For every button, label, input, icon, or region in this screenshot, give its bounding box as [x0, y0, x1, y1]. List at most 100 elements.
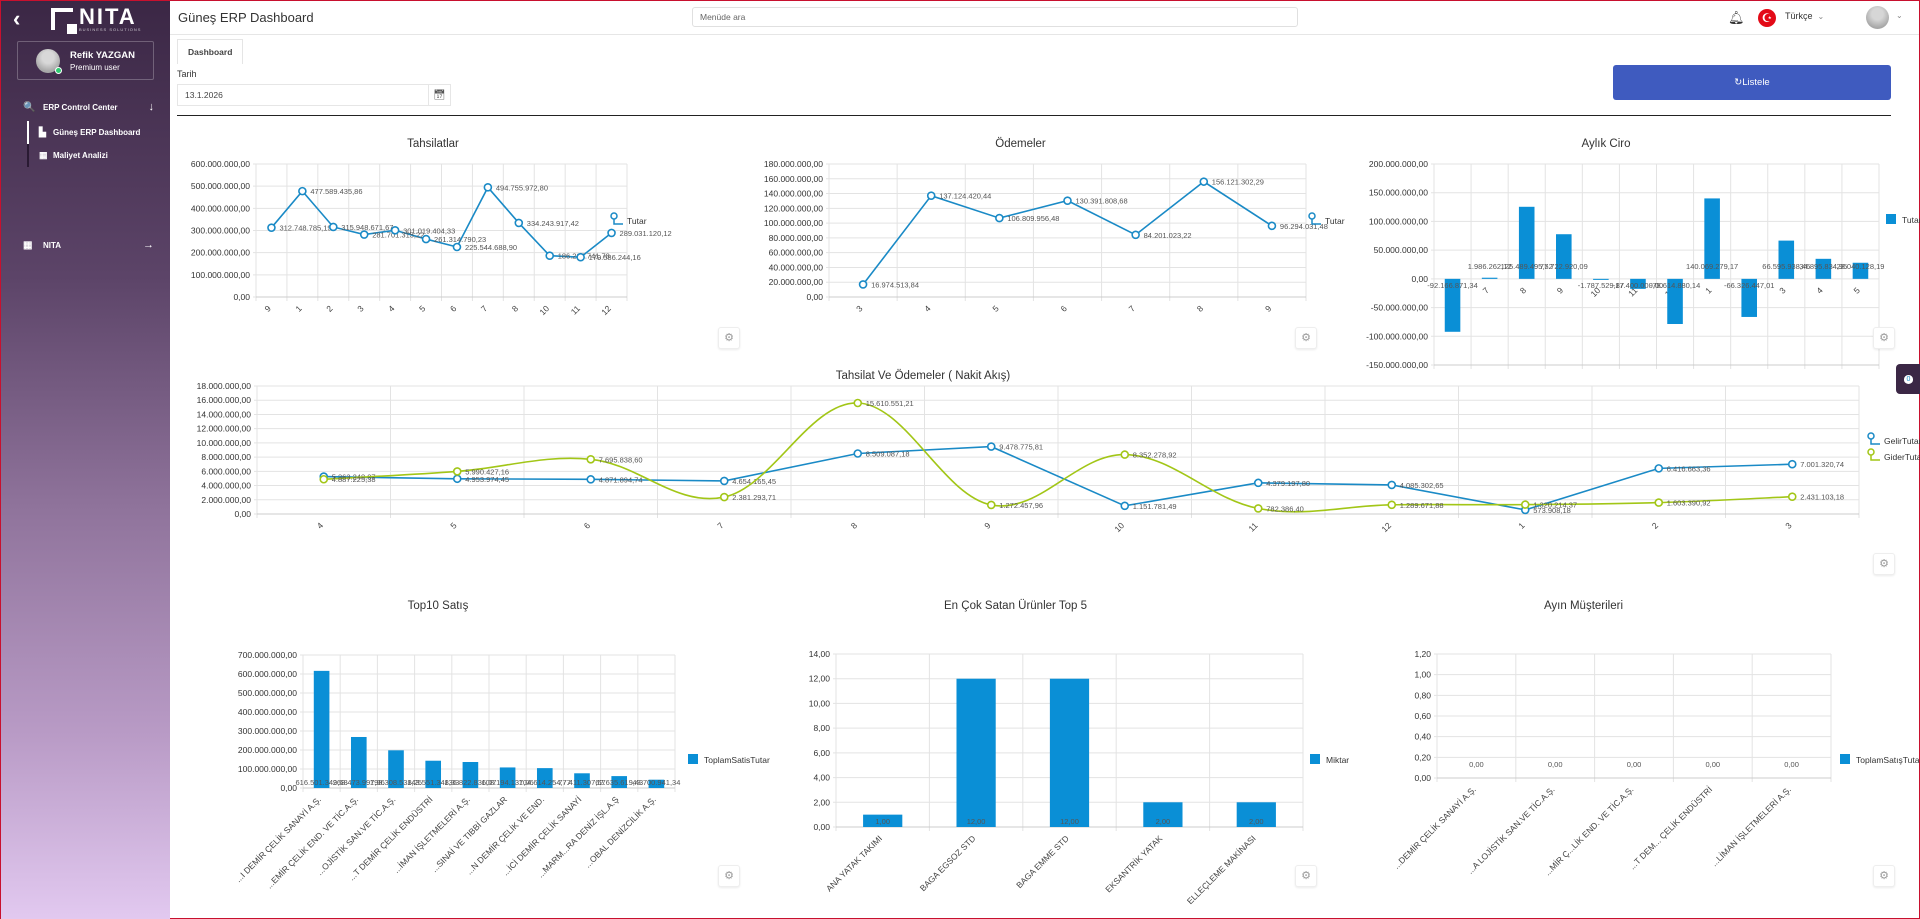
y-tick-label: 8,00 — [813, 723, 830, 733]
data-point — [1120, 450, 1130, 459]
sidebar-submenu: ▙ Güneş ERP Dashboard ▦ Maliyet Analizi — [27, 121, 170, 167]
back-button[interactable]: ‹ — [13, 6, 21, 31]
y-tick-label: 1,00 — [1414, 670, 1431, 680]
user-card[interactable]: Refik YAZGAN Premium user — [17, 41, 154, 80]
data-point — [545, 251, 555, 261]
chevron-down-icon: ⌄ — [1817, 12, 1825, 21]
data-label: 7.695.838,60 — [599, 455, 643, 464]
data-label: 2.381.293,71 — [732, 493, 776, 502]
x-tick-label: 3 — [1783, 520, 1794, 531]
data-label: 0,00 — [1548, 760, 1563, 769]
x-tick-label: 10 — [537, 303, 551, 317]
calendar-icon[interactable]: 📅︎ — [428, 85, 450, 105]
sidebar-group-nita[interactable]: ▦ NITA → — [1, 235, 170, 255]
data-label: 143.551.348,33 — [407, 778, 459, 787]
data-label: 782.386,40 — [1266, 504, 1304, 513]
data-label: 106.809.956,48 — [1007, 214, 1059, 223]
chart-ayin-musterileri: Ayın Müşterileri 0,00 0,20 0,40 0,60 0,80 1,0… — [1321, 597, 1920, 887]
bar — [1815, 258, 1832, 279]
x-tick-label: 12 — [1379, 520, 1393, 534]
profile-avatar[interactable] — [1866, 6, 1889, 29]
data-label: 4.953.974,45 — [465, 475, 509, 484]
x-tick-label: 4 — [315, 520, 326, 531]
chat-button[interactable]: 0 — [1896, 364, 1920, 394]
y-tick-label: 0,60 — [1414, 711, 1431, 721]
y-tick-label: 0,00 — [234, 509, 251, 519]
y-tick-label: 600.000.000,00 — [191, 159, 250, 169]
chart-settings-gear-icon[interactable]: ⚙ — [718, 865, 740, 887]
sidebar-item-gunes-erp-dashboard[interactable]: ▙ Güneş ERP Dashboard — [27, 121, 170, 144]
turkey-flag-icon[interactable]: ☪ — [1758, 9, 1776, 27]
data-label: 2.431.103,18 — [1800, 493, 1844, 502]
bell-icon[interactable]: 🔔︎ — [1728, 10, 1745, 25]
data-label: 179.586.244,16 — [589, 253, 641, 262]
y-tick-label: 40.000.000,00 — [769, 262, 824, 272]
sidebar-item-label: Maliyet Analizi — [53, 151, 108, 160]
chart-settings-gear-icon[interactable]: ⚙ — [1873, 553, 1895, 575]
chevron-down-icon[interactable]: ⌄ — [1896, 11, 1903, 20]
x-tick-label: 11 — [1246, 520, 1260, 534]
data-point — [1787, 492, 1797, 502]
data-point — [995, 213, 1004, 223]
data-label: 108.194.137,06 — [482, 778, 534, 787]
bar — [350, 736, 367, 788]
chart-settings-gear-icon[interactable]: ⚙ — [1873, 865, 1895, 887]
x-tick-label: 4 — [386, 303, 397, 314]
bar — [1143, 802, 1183, 827]
bar — [1593, 278, 1609, 280]
list-button[interactable]: ↻Listele — [1613, 65, 1891, 100]
sidebar-item-label: Güneş ERP Dashboard — [53, 128, 141, 137]
y-tick-label: 6,00 — [813, 748, 830, 758]
chart-icon: ▙ — [39, 127, 46, 137]
data-label: 616.501.349,68 — [296, 778, 348, 787]
legend-marker-icon — [1867, 432, 1875, 440]
y-tick-label: 160.000.000,00 — [764, 174, 823, 184]
data-label: 1,00 — [875, 817, 890, 826]
bar — [1444, 278, 1461, 332]
legend-swatch-icon — [1310, 754, 1320, 764]
x-tick-label: 2 — [324, 303, 335, 314]
y-tick-label: 14.000.000,00 — [197, 409, 252, 419]
data-label: 12,00 — [967, 817, 986, 826]
tab-dashboard[interactable]: Dashboard — [177, 39, 244, 64]
x-tick-label: 10 — [1112, 520, 1126, 534]
y-tick-label: 100.000.000,00 — [1369, 216, 1428, 226]
data-point — [576, 252, 585, 262]
chart-settings-gear-icon[interactable]: ⚙ — [718, 327, 740, 349]
data-label: 84.201.023,22 — [1144, 231, 1192, 240]
data-label: 8.352.278,92 — [1133, 451, 1177, 460]
menu-search-input[interactable] — [692, 7, 1298, 27]
data-label: 125.489.495,52 — [1501, 262, 1553, 271]
data-point — [483, 183, 493, 192]
logo: NITA BUSINESS SOLUTIONS — [51, 5, 141, 34]
data-point — [986, 442, 996, 451]
data-label: 43.700.941,34 — [632, 778, 680, 787]
data-point — [267, 223, 276, 232]
data-point — [853, 449, 863, 458]
y-tick-label: 500.000.000,00 — [238, 688, 297, 698]
sidebar-group-erp-control-center[interactable]: 🔍 ERP Control Center ↓ — [1, 97, 170, 117]
x-tick-label: ...İMAN İŞLETMELERİ A.Ş. — [391, 794, 472, 875]
sidebar-item-maliyet-analizi[interactable]: ▦ Maliyet Analizi — [29, 144, 170, 167]
chart-settings-gear-icon[interactable]: ⚙ — [1295, 865, 1317, 887]
data-point — [1520, 500, 1530, 509]
date-input[interactable] — [178, 90, 428, 100]
chart-settings-gear-icon[interactable]: ⚙ — [1295, 327, 1317, 349]
sidebar: ‹ NITA BUSINESS SOLUTIONS Refik YAZGAN P… — [1, 1, 170, 919]
sidebar-group-label: NITA — [43, 240, 62, 250]
plot-area: -150.000.000,00 -100.000.000,00 -50.000.00… — [1366, 159, 1920, 370]
legend-label: Tutar — [1325, 216, 1345, 226]
bar — [1852, 262, 1869, 279]
y-tick-label: 4,00 — [813, 773, 830, 783]
y-tick-label: 120.000.000,00 — [764, 203, 823, 213]
language-selector[interactable]: Türkçe ⌄ — [1785, 11, 1824, 21]
chart-title: En Çok Satan Ürünler Top 5 — [944, 600, 1087, 612]
data-label: 268.473.997,96 — [333, 778, 385, 787]
chart-aylik-ciro: Aylık Ciro -150.000.000,00 -100.000.000,0… — [1321, 135, 1920, 370]
bar — [1518, 206, 1535, 279]
legend-label: ToplamSatisTutar — [704, 755, 770, 765]
chart-settings-gear-icon[interactable]: ⚙ — [1873, 327, 1895, 349]
data-label: 0,00 — [1469, 760, 1484, 769]
data-point — [298, 186, 307, 196]
y-tick-label: -100.000.000,00 — [1366, 331, 1428, 341]
